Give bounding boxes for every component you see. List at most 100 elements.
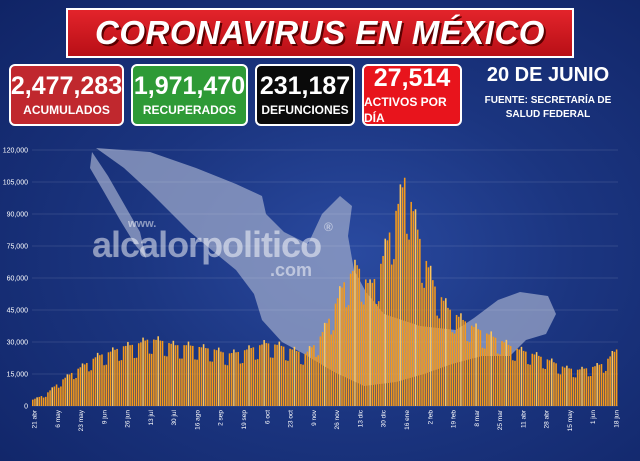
bar xyxy=(278,341,281,406)
bar xyxy=(224,364,227,406)
bar xyxy=(490,331,492,406)
bar xyxy=(284,360,287,406)
source-line-1: FUENTE: SECRETARÍA DE xyxy=(484,95,612,106)
bar xyxy=(297,351,300,406)
bar xyxy=(358,268,361,406)
bar xyxy=(241,363,244,406)
bar xyxy=(308,346,311,406)
x-tick-label: 21 abr xyxy=(32,409,39,428)
x-tick-label: 26 nov xyxy=(334,409,341,429)
bar xyxy=(486,333,488,406)
stat-box-accumulated: 2,477,283 ACUMULADOS xyxy=(9,64,124,126)
bar xyxy=(246,349,248,406)
x-tick-label: 16 ago xyxy=(194,410,201,430)
y-tick-label: 30,000 xyxy=(7,340,29,347)
bar xyxy=(47,392,49,406)
bar xyxy=(460,313,462,406)
bar xyxy=(533,354,536,406)
bar xyxy=(367,282,369,406)
bar xyxy=(213,349,216,406)
x-tick-label: 19 sep xyxy=(241,410,248,430)
bar xyxy=(336,298,339,406)
bar xyxy=(77,368,79,406)
bar xyxy=(92,358,95,406)
bar xyxy=(537,355,540,406)
bar xyxy=(445,298,447,406)
bar xyxy=(455,314,458,406)
bar xyxy=(194,359,196,406)
bar xyxy=(86,362,88,406)
bar xyxy=(373,279,376,406)
bar xyxy=(127,341,129,406)
source-label: FUENTE: SECRETARÍA DE SALUD FEDERAL xyxy=(470,94,626,122)
x-tick-label: 23 may xyxy=(78,409,85,431)
bar xyxy=(388,232,391,406)
x-tick-label: 1 jun xyxy=(590,410,597,424)
bar xyxy=(159,340,162,406)
stat-box-active: 27,514 ACTIVOS POR DÍA xyxy=(362,64,462,126)
bar xyxy=(153,339,155,406)
bar xyxy=(477,329,480,406)
bar xyxy=(473,327,475,406)
bar xyxy=(237,351,239,406)
bar xyxy=(583,368,585,406)
bar xyxy=(215,350,218,406)
bar xyxy=(566,365,568,406)
bar xyxy=(105,364,108,406)
bar xyxy=(183,345,185,406)
bar xyxy=(507,344,510,406)
bar xyxy=(555,363,557,406)
bar xyxy=(198,346,201,406)
bar xyxy=(518,349,521,406)
x-tick-label: 26 jun xyxy=(125,410,132,428)
bar xyxy=(553,362,555,406)
x-tick-label: 11 abr xyxy=(520,409,527,428)
bar xyxy=(466,341,469,406)
x-tick-label: 23 oct xyxy=(288,410,295,428)
y-tick-label: 120,000 xyxy=(3,148,28,155)
bar xyxy=(146,339,149,406)
bar xyxy=(124,345,127,406)
bar xyxy=(73,379,75,406)
x-tick-label: 9 jun xyxy=(101,410,108,424)
bar xyxy=(589,376,592,406)
y-tick-label: 90,000 xyxy=(7,212,29,219)
bar xyxy=(313,345,315,406)
bar xyxy=(479,330,482,406)
bar xyxy=(88,371,90,406)
bar xyxy=(202,344,205,406)
bar xyxy=(319,336,322,406)
bar xyxy=(423,287,425,406)
bar xyxy=(464,321,467,406)
bar xyxy=(42,397,45,406)
bar xyxy=(492,336,495,406)
bar xyxy=(349,273,352,406)
bar xyxy=(142,337,144,406)
bar xyxy=(267,343,270,406)
bar xyxy=(302,364,304,406)
bar xyxy=(235,352,237,406)
x-tick-label: 19 feb xyxy=(451,410,458,428)
bar xyxy=(176,345,179,406)
bar xyxy=(406,233,408,406)
bar xyxy=(250,348,252,406)
bar xyxy=(609,356,611,406)
bar xyxy=(207,348,209,406)
bar xyxy=(280,345,283,406)
bar xyxy=(282,346,285,406)
bar xyxy=(462,319,464,406)
chart-title: CORONAVIRUS EN MÉXICO xyxy=(95,14,545,51)
bar xyxy=(356,265,358,406)
bar xyxy=(328,318,330,406)
bar xyxy=(427,267,430,406)
bar xyxy=(120,360,123,406)
bar xyxy=(339,286,341,406)
bar xyxy=(265,343,268,406)
bar xyxy=(179,358,181,406)
bar xyxy=(200,347,203,406)
bar xyxy=(96,352,99,406)
bar xyxy=(540,356,542,406)
bar xyxy=(269,357,272,406)
bar xyxy=(522,350,525,406)
bar xyxy=(189,345,192,406)
